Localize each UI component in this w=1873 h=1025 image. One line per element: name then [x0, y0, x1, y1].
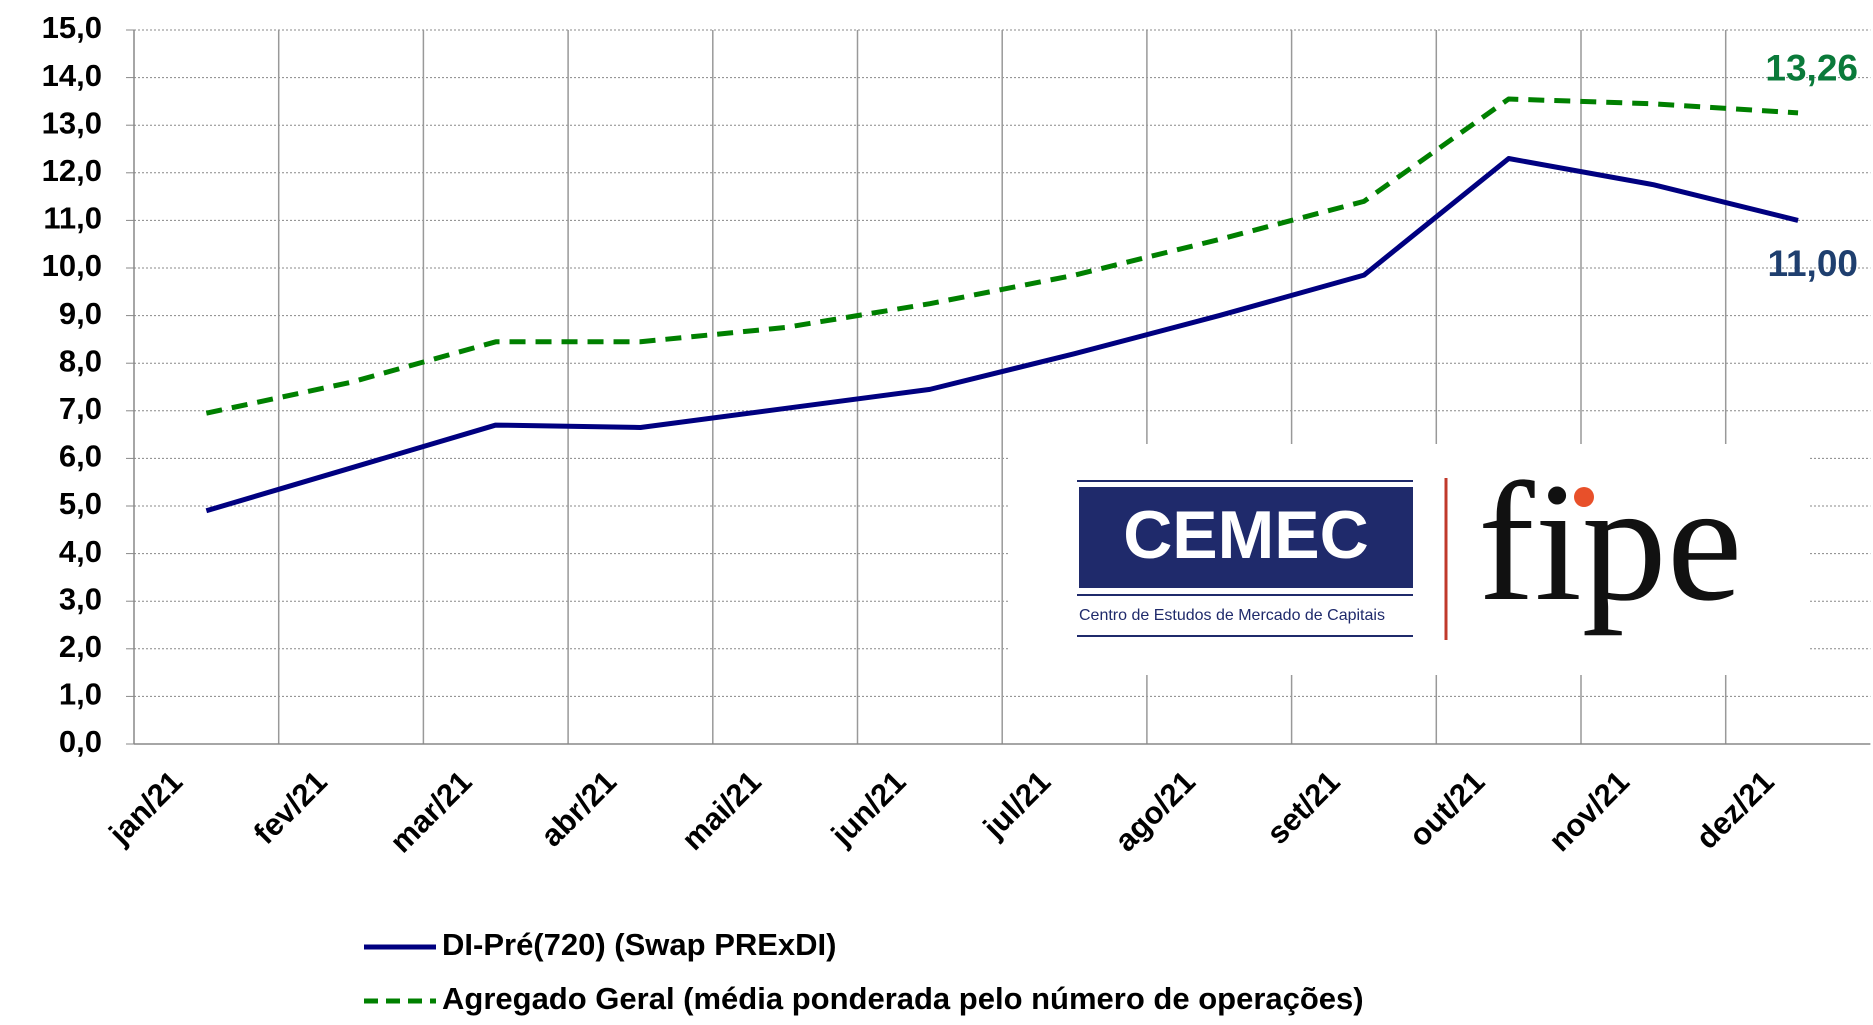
- y-tick-label: 2,0: [59, 629, 102, 664]
- y-tick-label: 5,0: [59, 486, 102, 521]
- x-tick-label: set/21: [1260, 764, 1347, 851]
- x-tick-label: out/21: [1402, 764, 1491, 853]
- legend-label: Agregado Geral (média ponderada pelo núm…: [442, 981, 1364, 1016]
- y-tick-label: 6,0: [59, 439, 102, 474]
- x-tick-label: ago/21: [1108, 764, 1202, 858]
- logo-box: [1079, 487, 1413, 588]
- x-tick-label: abr/21: [534, 764, 623, 853]
- data-label: 11,00: [1767, 243, 1858, 284]
- y-tick-label: 8,0: [59, 343, 102, 378]
- y-tick-label: 3,0: [59, 581, 102, 616]
- x-tick-label: dez/21: [1689, 764, 1781, 856]
- logo-left: CEMEC: [1123, 497, 1369, 573]
- legend-label: DI-Pré(720) (Swap PRExDI): [442, 927, 837, 962]
- grid: [134, 29, 1871, 744]
- y-tick-label: 1,0: [59, 677, 102, 712]
- y-tick-label: 15,0: [42, 10, 102, 45]
- logo-caption: Centro de Estudos de Mercado de Capitais: [1079, 607, 1385, 624]
- plot: 0,0 1,0 2,0 3,0 4,0 5,0 6,0 7,0 8,0 9,0 10,0 11,0 12…: [42, 10, 1871, 859]
- x-tick-label: fev/21: [247, 764, 334, 851]
- logo: CEMEC Centro de Estudos de Mercado de Ca…: [1009, 444, 1810, 675]
- x-tick-label: nov/21: [1542, 764, 1636, 858]
- y-tick-label: 9,0: [59, 296, 102, 331]
- x-tick-label: jul/21: [976, 764, 1058, 846]
- y-tick-label: 13,0: [42, 105, 102, 140]
- y-tick-label: 14,0: [42, 58, 102, 93]
- series-line: [205, 96, 1799, 416]
- y-tick-label: 12,0: [42, 153, 102, 188]
- x-tick-label: jun/21: [824, 764, 913, 853]
- y-tick-label: 11,0: [43, 201, 102, 236]
- x-tick-label: mai/21: [675, 764, 768, 857]
- legend: DI-Pré(720) (Swap PRExDI) Agregado Geral …: [364, 927, 1364, 1016]
- logo-right: fipe: [1478, 448, 1742, 636]
- logo-dot: [1574, 487, 1594, 507]
- x-tick-label: jan/21: [101, 764, 189, 852]
- y-tick-label: 7,0: [59, 391, 102, 426]
- data-label: 13,26: [1765, 48, 1858, 89]
- series-line: [205, 156, 1799, 514]
- y-tick-label: 0,0: [59, 724, 102, 759]
- y-tick-label: 4,0: [59, 534, 102, 569]
- y-tick-label: 10,0: [42, 248, 102, 283]
- x-tick-label: mar/21: [383, 764, 478, 859]
